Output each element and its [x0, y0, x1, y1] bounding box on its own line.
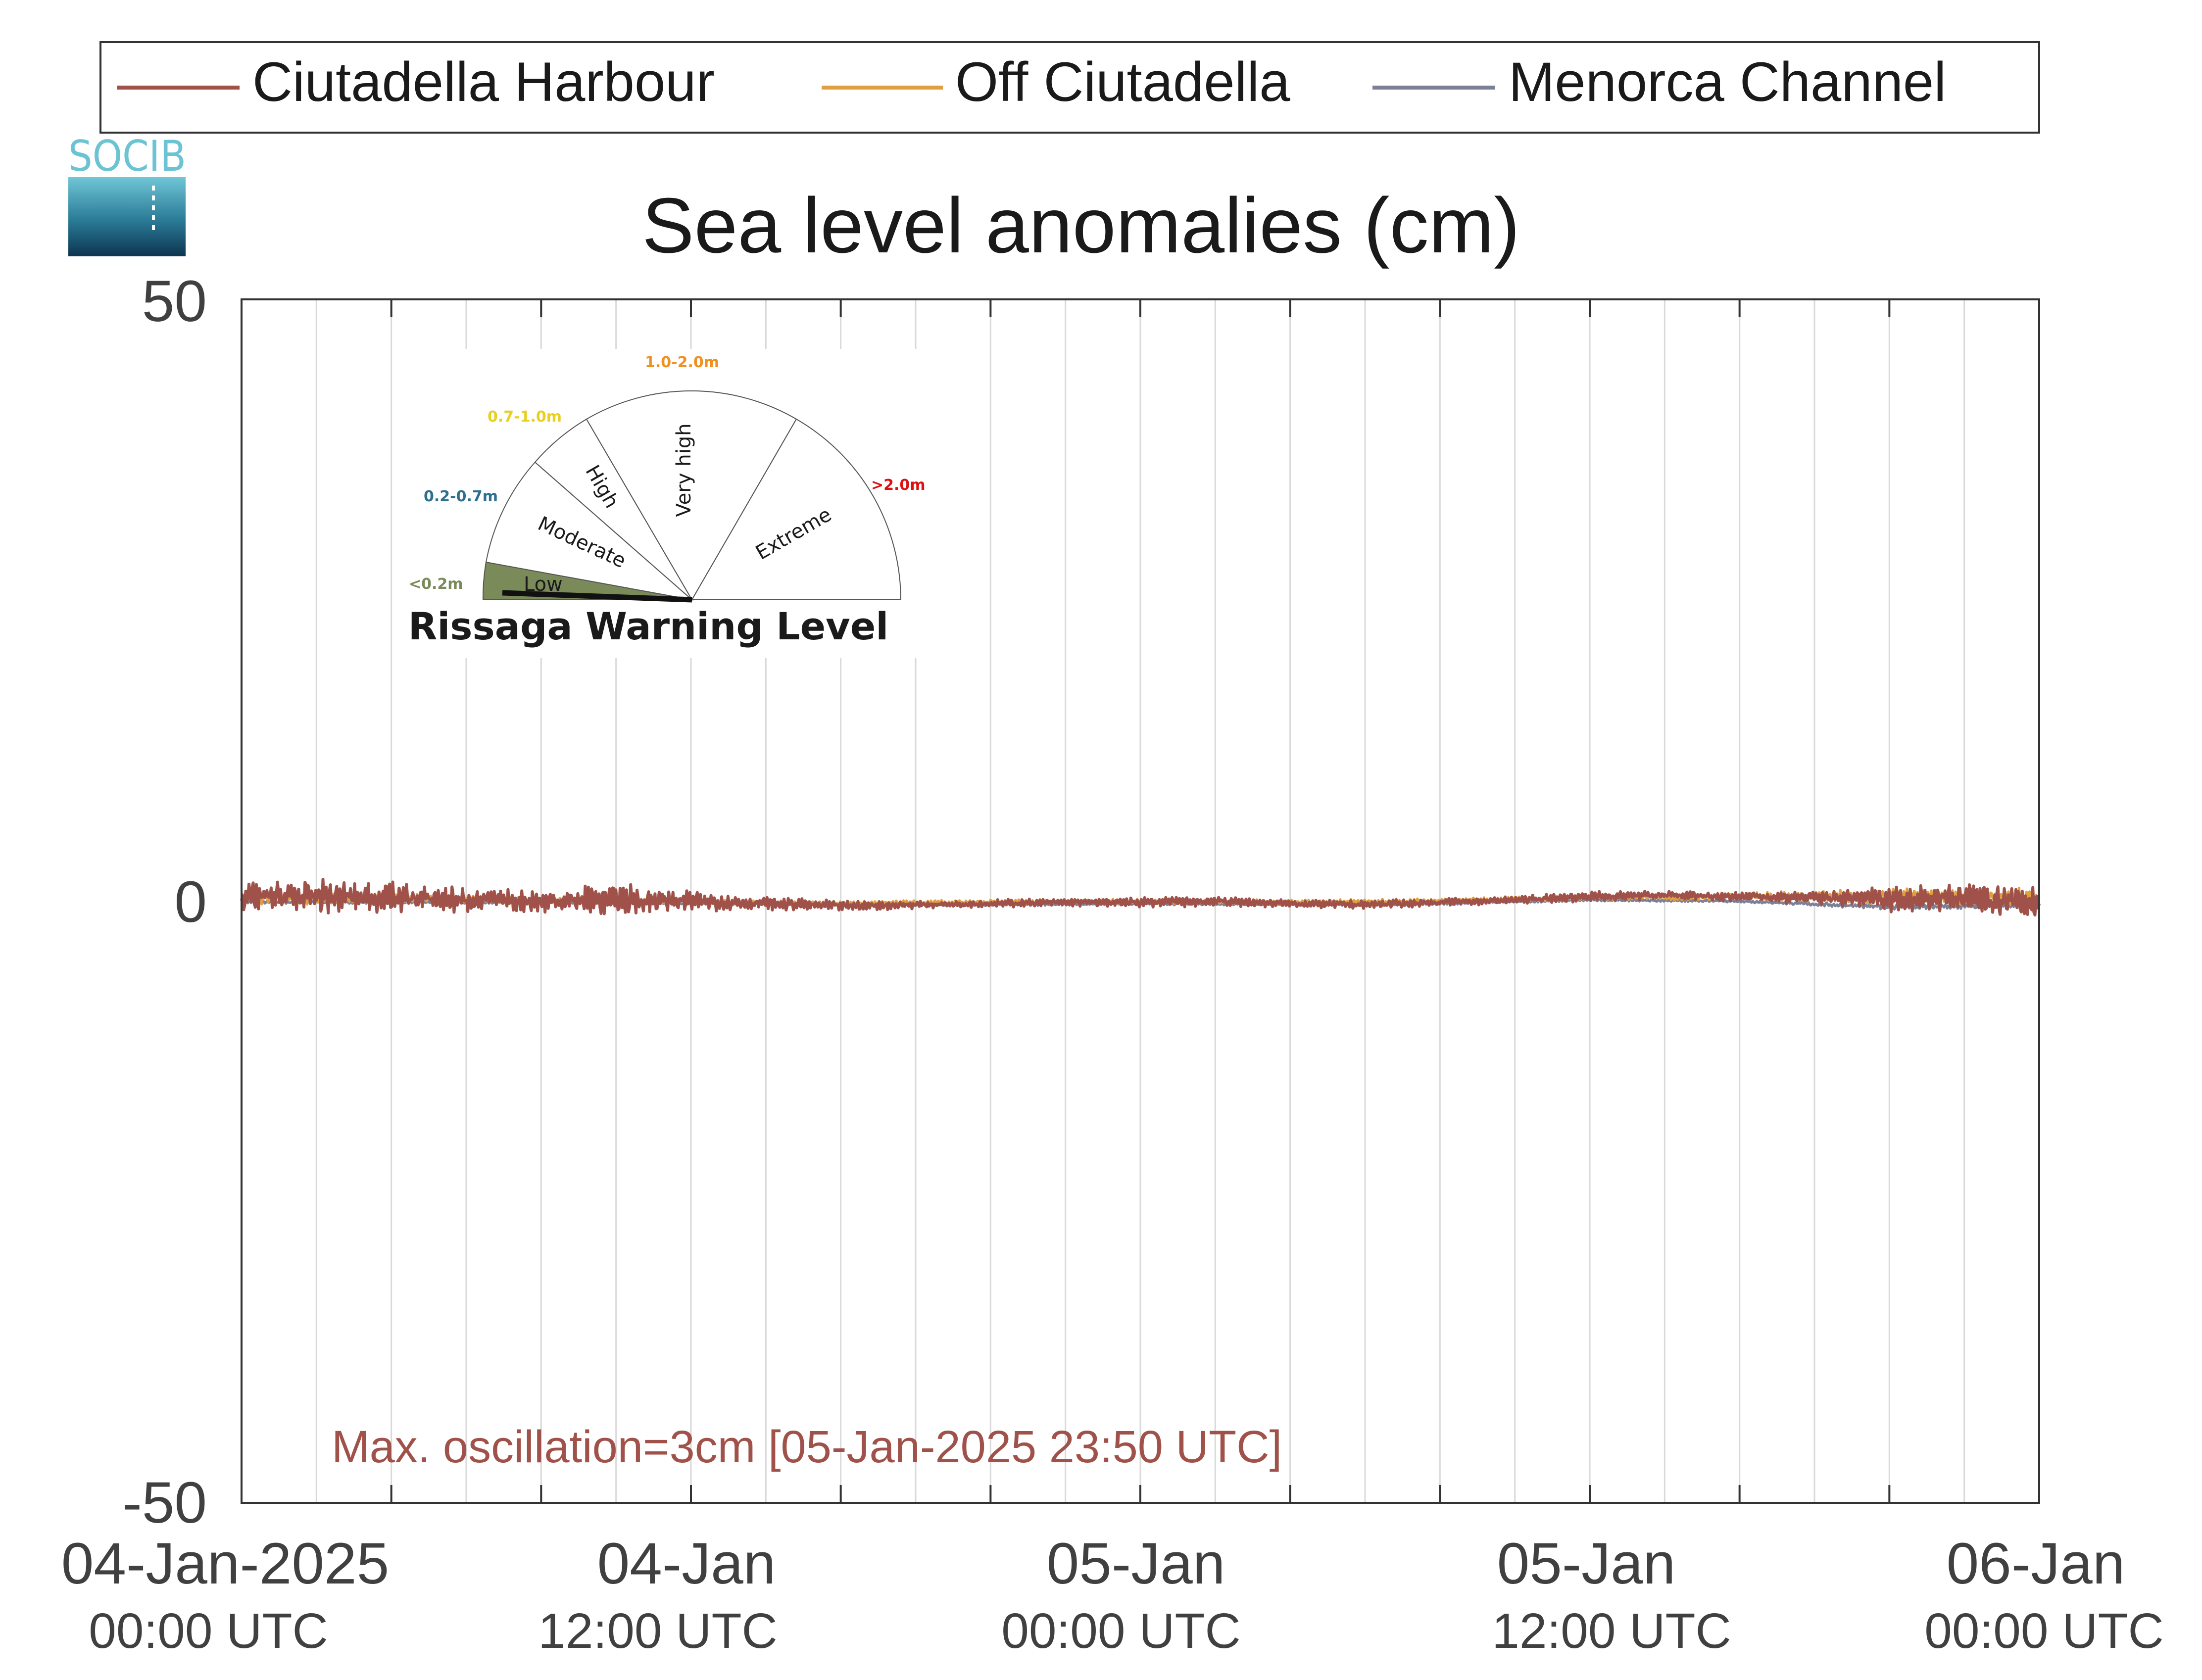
gauge-title: Rissaga Warning Level [408, 604, 889, 648]
x-tick-label-3-time: 12:00 UTC [1492, 1603, 1731, 1659]
gauge-sector-moderate [485, 461, 694, 601]
series-line-ciutadella-harbour [240, 877, 2041, 917]
legend-frame [99, 41, 2040, 134]
y-tick-label-bottom: -50 [122, 1470, 207, 1536]
axis-ticks [241, 299, 2040, 1503]
x-tick-label-0-date: 04-Jan-2025 [61, 1531, 390, 1596]
gauge-range-moderate: 0.2-0.7m [424, 488, 498, 505]
gauge-range-extreme: >2.0m [871, 477, 926, 494]
x-tick-label-0-time: 00:00 UTC [89, 1603, 328, 1659]
rissaga-warning-gauge: Low Moderate High Very high Extreme <0.2… [401, 349, 930, 658]
gauge-needle [502, 590, 692, 603]
gauge-label-low: Low [524, 573, 563, 596]
socib-logo-text: SOCIB [68, 132, 186, 181]
legend-label-menorca-channel: Menorca Channel [1509, 51, 1946, 113]
y-tick-label-zero: 0 [174, 869, 207, 935]
x-tick-label-1-date: 04-Jan [597, 1531, 776, 1596]
x-tick-label-2-date: 05-Jan [1047, 1531, 1225, 1596]
gauge-range-high: 0.7-1.0m [488, 408, 562, 426]
x-tick-label-2-time: 00:00 UTC [1001, 1603, 1241, 1659]
x-tick-label-3-date: 05-Jan [1497, 1531, 1676, 1596]
x-tick-label-4-date: 06-Jan [1947, 1531, 2125, 1596]
plot-frame [241, 298, 2040, 1504]
socib-logo: SOCIB [68, 132, 186, 256]
gauge-sector-very-high [586, 390, 797, 601]
legend: Ciutadella Harbour Off Ciutadella Menorc… [99, 41, 2040, 134]
x-tick-label-1-time: 12:00 UTC [538, 1603, 778, 1659]
socib-logo-wave [68, 177, 186, 256]
gauge-range-very-high: 1.0-2.0m [645, 354, 719, 371]
chart-title: Sea level anomalies (cm) [642, 182, 1520, 269]
gauge-sector-extreme [691, 418, 902, 600]
max-oscillation-annotation: Max. oscillation=3cm [05-Jan-2025 23:50 … [332, 1422, 1282, 1472]
gauge-label-very-high: Very high [673, 424, 695, 517]
legend-label-ciutadella-harbour: Ciutadella Harbour [252, 51, 715, 113]
series-lines [240, 877, 2041, 917]
gauge-range-low: <0.2m [409, 576, 463, 593]
y-tick-label-top: 50 [142, 269, 207, 334]
x-tick-label-4-time: 00:00 UTC [1924, 1603, 2164, 1659]
legend-label-off-ciutadella: Off Ciutadella [955, 51, 1290, 113]
